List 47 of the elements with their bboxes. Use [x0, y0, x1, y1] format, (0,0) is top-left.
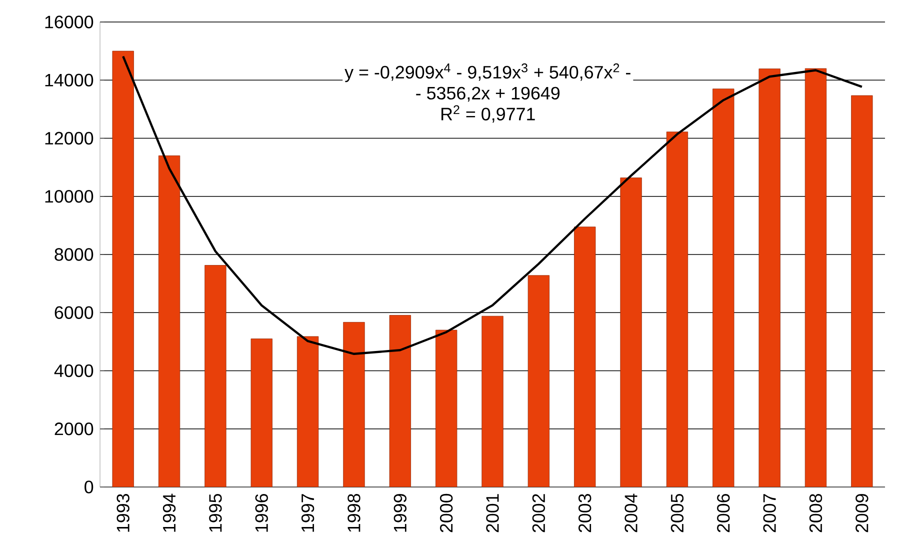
bar — [158, 155, 180, 487]
y-tick-label: 10000 — [45, 190, 94, 203]
bar — [712, 88, 734, 487]
bar — [528, 275, 550, 487]
bar — [436, 330, 458, 487]
bar — [851, 95, 873, 487]
x-tick-label: 2000 — [440, 494, 453, 532]
x-tick-label: 1999 — [394, 494, 406, 532]
bar — [574, 226, 596, 487]
y-tick-label: 6000 — [54, 306, 94, 319]
y-tick-label: 12000 — [45, 132, 94, 145]
bar — [204, 265, 226, 487]
bar — [482, 316, 504, 487]
x-tick-label: 1998 — [348, 494, 360, 532]
y-tick-label: 2000 — [54, 422, 94, 436]
bar — [112, 50, 134, 487]
x-tick-label: 2005 — [670, 494, 684, 532]
bar — [666, 132, 688, 487]
line-series — [122, 55, 864, 355]
y-tick-label: 0 — [84, 480, 94, 494]
annotation: y = -0,2909x$^{4}$ - 9,519x$^{3}$ + 540,67x$^{2}$ - — [344, 63, 630, 82]
annotation: - 5356,2x + 19649 — [416, 86, 560, 102]
x-tick-label: 2002 — [532, 494, 546, 532]
x-tick-label: 2008 — [809, 494, 822, 532]
x-tick-label: 1994 — [162, 494, 176, 532]
x-tick-label: 2009 — [856, 494, 868, 532]
x-tick-label: 2007 — [763, 494, 776, 532]
x-tick-label: 2006 — [717, 494, 730, 532]
x-tick-label: 2004 — [624, 494, 638, 532]
bar — [758, 68, 780, 487]
y-tick-label: 4000 — [54, 364, 94, 378]
x-tick-label: 2003 — [578, 494, 592, 532]
x-tick-label: 1993 — [116, 494, 130, 532]
x-tick-label: 1995 — [209, 494, 222, 532]
bar — [343, 322, 365, 487]
y-tick-label: 8000 — [54, 248, 94, 261]
x-tick-label: 1997 — [301, 494, 314, 532]
y-tick-label: 14000 — [45, 74, 94, 86]
x-tick-label: 1996 — [255, 494, 268, 532]
bar — [250, 338, 272, 487]
annotation: R$^{2}$ = 0,9771 — [441, 105, 535, 123]
y-tick-label: 16000 — [45, 16, 94, 28]
x-tick-label: 2001 — [486, 494, 499, 532]
bar — [804, 68, 827, 487]
bar — [296, 336, 319, 487]
bar — [620, 178, 642, 487]
bar — [389, 315, 411, 487]
